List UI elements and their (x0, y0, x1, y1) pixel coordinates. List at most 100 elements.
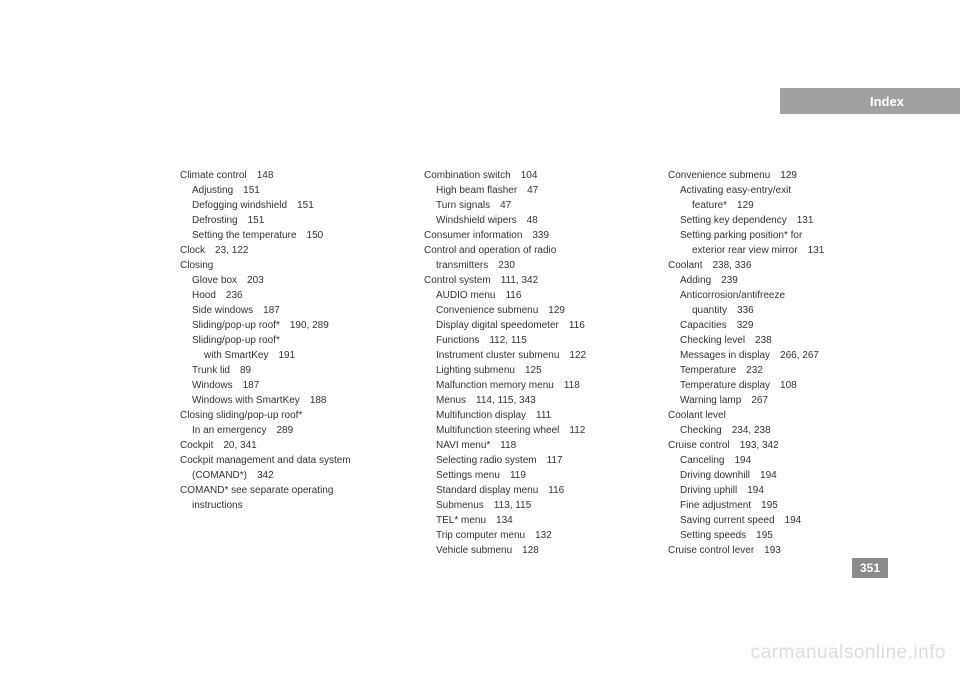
entry-page: 113, 115 (494, 498, 531, 513)
index-entry: Selecting radio system117 (424, 453, 634, 468)
page-number-box: 351 (852, 558, 888, 578)
index-entry: Hood236 (180, 288, 390, 303)
index-entry: Adjusting151 (180, 183, 390, 198)
index-entry: Closing (180, 258, 390, 273)
entry-text: Adding (680, 275, 711, 286)
index-entry: Setting speeds 195 (668, 528, 878, 543)
entry-text: Cockpit (180, 440, 213, 451)
index-entry: TEL* menu134 (424, 513, 634, 528)
entry-text: Glove box (192, 275, 237, 286)
index-entry: Convenience submenu129 (424, 303, 634, 318)
entry-page: 48 (527, 213, 538, 228)
index-entry: quantity336 (668, 303, 878, 318)
index-entry: (COMAND*) 342 (180, 468, 390, 483)
index-entry: Saving current speed194 (668, 513, 878, 528)
entry-text: Cruise control (668, 440, 730, 451)
index-entry: High beam flasher47 (424, 183, 634, 198)
entry-page: 195 (756, 528, 773, 543)
entry-text: Setting the temperature (192, 230, 297, 241)
entry-page: 20, 341 (223, 438, 256, 453)
index-entry: COMAND* see separate operating (180, 483, 390, 498)
entry-page: 339 (532, 228, 549, 243)
entry-text: Capacities (680, 320, 727, 331)
entry-page: 191 (278, 348, 295, 363)
entry-page: 194 (747, 483, 764, 498)
entry-text: Multifunction steering wheel (436, 425, 559, 436)
index-entry: with SmartKey 191 (180, 348, 390, 363)
index-entry: AUDIO menu116 (424, 288, 634, 303)
entry-text: Settings menu (436, 470, 500, 481)
entry-text: Defrosting (192, 215, 238, 226)
entry-text: Defogging windshield (192, 200, 287, 211)
entry-text: Control system (424, 275, 491, 286)
entry-text: TEL* menu (436, 515, 486, 526)
entry-page: 122 (569, 348, 586, 363)
index-entry: Combination switch104 (424, 168, 634, 183)
header-bar: Index (780, 88, 960, 114)
index-entry: Control system111, 342 (424, 273, 634, 288)
entry-page: 238, 336 (712, 258, 751, 273)
entry-page: 267 (751, 393, 768, 408)
entry-page: 117 (547, 453, 563, 468)
entry-text: Windshield wipers (436, 215, 517, 226)
entry-text: Clock (180, 245, 205, 256)
entry-page: 148 (257, 168, 274, 183)
index-entry: Display digital speedometer 116 (424, 318, 634, 333)
index-entry: Climate control148 (180, 168, 390, 183)
entry-text: Windows with SmartKey (192, 395, 300, 406)
entry-page: 193, 342 (740, 438, 779, 453)
entry-text: Convenience submenu (436, 305, 538, 316)
index-entry: Functions112, 115 (424, 333, 634, 348)
index-entry: Defogging windshield151 (180, 198, 390, 213)
index-entry: feature*129 (668, 198, 878, 213)
entry-text: Sliding/pop-up roof* (192, 320, 280, 331)
index-entry: Convenience submenu129 (668, 168, 878, 183)
entry-page: 131 (808, 243, 825, 258)
watermark: carmanualsonline.info (751, 642, 946, 664)
entry-page: 342 (257, 468, 274, 483)
header-title: Index (870, 94, 904, 109)
entry-page: 116 (569, 318, 585, 333)
entry-page: 329 (737, 318, 754, 333)
index-entry: Adding239 (668, 273, 878, 288)
index-entry: Messages in display266, 267 (668, 348, 878, 363)
entry-text: exterior rear view mirror (692, 245, 798, 256)
entry-text: Turn signals (436, 200, 490, 211)
index-entry: Sliding/pop-up roof*190, 289 (180, 318, 390, 333)
entry-text: Setting speeds (680, 530, 746, 541)
entry-text: with SmartKey (204, 350, 268, 361)
entry-text: AUDIO menu (436, 290, 495, 301)
index-column-3: Convenience submenu129 Activating easy-en… (668, 168, 878, 558)
entry-text: Activating easy-entry/exit (680, 185, 791, 196)
entry-text: Warning lamp (680, 395, 741, 406)
entry-page: 118 (564, 378, 580, 393)
index-entry: Temperature232 (668, 363, 878, 378)
index-entry: Defrosting151 (180, 213, 390, 228)
index-entry: Checking level238 (668, 333, 878, 348)
entry-text: quantity (692, 305, 727, 316)
entry-text: (COMAND*) (192, 470, 247, 481)
entry-text: Windows (192, 380, 233, 391)
entry-text: Driving downhill (680, 470, 750, 481)
entry-page: 195 (761, 498, 778, 513)
entry-page: 129 (780, 168, 797, 183)
index-entry: Menus114, 115, 343 (424, 393, 634, 408)
entry-page: 47 (527, 183, 538, 198)
entry-page: 194 (760, 468, 777, 483)
index-entry: Driving uphill194 (668, 483, 878, 498)
entry-page: 111 (536, 408, 551, 423)
index-entry: Malfunction memory menu118 (424, 378, 634, 393)
index-entry: Checking234, 238 (668, 423, 878, 438)
entry-text: Display digital speedometer (436, 320, 559, 331)
index-entry: Temperature display108 (668, 378, 878, 393)
entry-text: Setting key dependency (680, 215, 787, 226)
page-number: 351 (860, 561, 880, 575)
index-entry: Cruise control lever193 (668, 543, 878, 558)
index-entry: Activating easy-entry/exit (668, 183, 878, 198)
entry-text: Coolant (668, 260, 702, 271)
entry-text: Combination switch (424, 170, 511, 181)
entry-page: 132 (535, 528, 552, 543)
entry-text: Cruise control lever (668, 545, 754, 556)
entry-page: 23, 122 (215, 243, 248, 258)
entry-page: 150 (307, 228, 324, 243)
